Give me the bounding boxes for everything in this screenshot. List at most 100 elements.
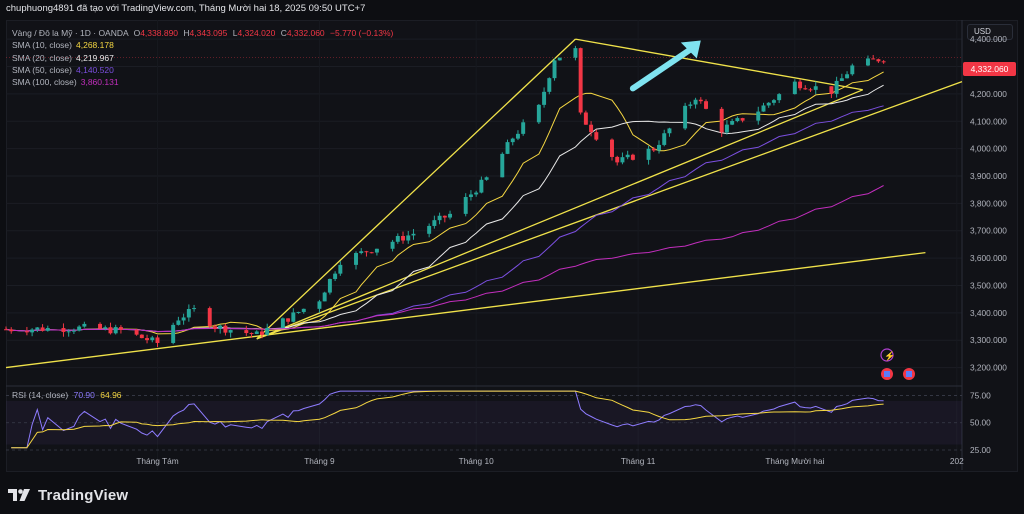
- candle-body: [317, 301, 322, 309]
- high-value: 4,343.095: [189, 28, 228, 38]
- candle-body: [667, 128, 672, 134]
- candle-body: [610, 139, 614, 157]
- price-tick-label: 4,200.000: [970, 89, 1007, 99]
- rsi-tick-label: 25.00: [970, 445, 991, 455]
- sma10-row[interactable]: SMA (10, close) 4,268.178: [12, 39, 393, 51]
- rsi-legend[interactable]: RSI (14, close) 70.90 64.96: [12, 390, 122, 400]
- price-tick-label: 3,600.000: [970, 253, 1007, 263]
- sma20-row[interactable]: SMA (20, close) 4,219.967: [12, 52, 393, 64]
- candle-body: [228, 330, 233, 333]
- wedge-lower-line: [256, 80, 963, 340]
- candle-body: [359, 251, 364, 254]
- candle-body: [484, 177, 489, 180]
- candle-body: [218, 325, 223, 329]
- candle-body: [876, 59, 881, 62]
- rsi-signal-value: 64.96: [100, 390, 122, 400]
- candle-body: [557, 57, 562, 61]
- sma10-label: SMA (10, close): [12, 40, 72, 51]
- candle-body: [813, 86, 818, 90]
- sma-10-line: [5, 71, 884, 335]
- time-tick-label: Tháng 9: [304, 456, 335, 466]
- candle-body: [30, 329, 35, 333]
- candle-body: [771, 100, 776, 103]
- candle-body: [463, 197, 468, 214]
- candle-body: [688, 104, 693, 106]
- candle-body: [578, 48, 583, 113]
- candle-body: [630, 154, 635, 160]
- price-tick-label: 3,400.000: [970, 308, 1007, 318]
- chart-legend: Vàng / Đô la Mỹ · 1D · OANDA O4,338.890 …: [12, 27, 393, 88]
- candle-body: [145, 338, 150, 341]
- candle-body: [118, 327, 123, 330]
- candle-body: [730, 121, 735, 125]
- candle-body: [657, 144, 661, 151]
- sma-20-line: [5, 84, 884, 333]
- candle-body: [401, 236, 406, 241]
- price-tick-label: 3,800.000: [970, 198, 1007, 208]
- candle-body: [301, 308, 306, 312]
- candle-body: [249, 333, 254, 335]
- candle-body: [327, 278, 332, 293]
- candle-body: [505, 142, 510, 154]
- candle-body: [244, 330, 249, 334]
- symbol-name[interactable]: Vàng / Đô la Mỹ · 1D · OANDA: [12, 28, 129, 38]
- candle-body: [552, 60, 557, 79]
- change-value: −5.770 (−0.13%): [330, 28, 394, 38]
- resistance-line: [575, 38, 863, 91]
- currency-button[interactable]: USD: [967, 24, 1013, 40]
- rsi-signal-line: [11, 390, 884, 449]
- sma100-row[interactable]: SMA (100, close) 3,860.131: [12, 76, 393, 88]
- current-price-badge: 4,332.060: [963, 62, 1016, 76]
- candle-body: [615, 156, 620, 163]
- candle-body: [395, 236, 400, 242]
- candle-body: [192, 308, 197, 310]
- rsi-value: 70.90: [73, 390, 95, 400]
- candle-body: [479, 179, 484, 193]
- candle-body: [761, 105, 766, 112]
- candle-body: [521, 122, 526, 134]
- candle-body: [740, 118, 745, 121]
- candle-body: [829, 86, 834, 94]
- candle-body: [176, 320, 181, 325]
- candle-body: [693, 99, 698, 105]
- flag-icon: [884, 371, 890, 377]
- candle-body: [280, 318, 285, 328]
- candle-body: [850, 65, 855, 75]
- candle-body: [374, 248, 379, 253]
- sma10-value: 4,268.178: [76, 40, 114, 51]
- candle-body: [296, 311, 301, 313]
- direction-arrow-icon: [629, 43, 698, 92]
- candle-body: [82, 323, 87, 327]
- candle-body: [625, 154, 630, 158]
- high-label: H: [183, 28, 190, 38]
- trendline-long-support: [5, 251, 926, 369]
- tradingview-brand: TradingView: [38, 486, 129, 504]
- candle-body: [40, 327, 45, 331]
- candle-body: [71, 330, 76, 332]
- candle-body: [735, 118, 740, 122]
- tradingview-footer[interactable]: TradingView: [8, 484, 128, 506]
- price-tick-label: 3,500.000: [970, 280, 1007, 290]
- sma50-value: 4,140.520: [76, 64, 114, 75]
- candle-body: [24, 331, 29, 333]
- low-label: L: [232, 28, 238, 38]
- candle-body: [186, 308, 191, 318]
- candle-body: [322, 292, 327, 302]
- candle-body: [9, 329, 14, 332]
- price-tick-label: 4,400.000: [970, 34, 1007, 44]
- candle-body: [369, 252, 374, 254]
- candle-body: [651, 148, 656, 151]
- arrow-head-icon: [680, 40, 701, 59]
- support-channel-line: [256, 89, 863, 340]
- price-tick-label: 3,900.000: [970, 171, 1007, 181]
- candle-body: [798, 81, 803, 89]
- candle-body: [792, 81, 797, 95]
- candle-body: [573, 48, 578, 58]
- flag-icon: [906, 371, 912, 377]
- candle-body: [77, 326, 82, 331]
- sma100-value: 3,860.131: [80, 77, 119, 88]
- sma50-row[interactable]: SMA (50, close) 4,140.520: [12, 64, 393, 76]
- candle-body: [406, 235, 411, 241]
- candle-body: [510, 138, 515, 143]
